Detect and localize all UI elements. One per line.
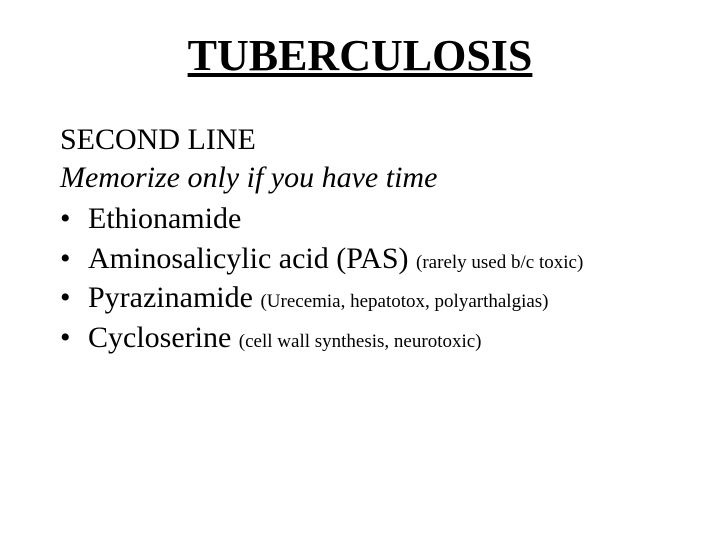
bullet-icon: • [60, 200, 88, 238]
memorize-note: Memorize only if you have time [60, 159, 680, 197]
bullet-text: Pyrazinamide (Urecemia, hepatotox, polya… [88, 279, 549, 317]
list-item: • Cycloserine (cell wall synthesis, neur… [60, 319, 680, 357]
bullet-icon: • [60, 240, 88, 278]
bullet-text: Ethionamide [88, 200, 241, 238]
page-title: TUBERCULOSIS [0, 30, 720, 81]
bullet-text: Cycloserine (cell wall synthesis, neurot… [88, 319, 482, 357]
bullet-icon: • [60, 319, 88, 357]
slide: TUBERCULOSIS SECOND LINE Memorize only i… [0, 0, 720, 540]
bullet-text: Aminosalicylic acid (PAS) (rarely used b… [88, 240, 583, 278]
drug-note: (Urecemia, hepatotox, polyarthalgias) [260, 291, 548, 312]
drug-name: Pyrazinamide [88, 281, 260, 314]
drug-note: (cell wall synthesis, neurotoxic) [239, 331, 482, 352]
drug-name: Ethionamide [88, 202, 241, 235]
list-item: • Ethionamide [60, 200, 680, 238]
list-item: • Aminosalicylic acid (PAS) (rarely used… [60, 240, 680, 278]
drug-note: (rarely used b/c toxic) [416, 252, 583, 273]
section-subhead: SECOND LINE [60, 121, 680, 159]
bullet-icon: • [60, 279, 88, 317]
list-item: • Pyrazinamide (Urecemia, hepatotox, pol… [60, 279, 680, 317]
drug-name: Cycloserine [88, 321, 239, 354]
body-content: SECOND LINE Memorize only if you have ti… [0, 121, 720, 356]
drug-name: Aminosalicylic acid (PAS) [88, 242, 416, 275]
bullet-list: • Ethionamide • Aminosalicylic acid (PAS… [60, 200, 680, 356]
